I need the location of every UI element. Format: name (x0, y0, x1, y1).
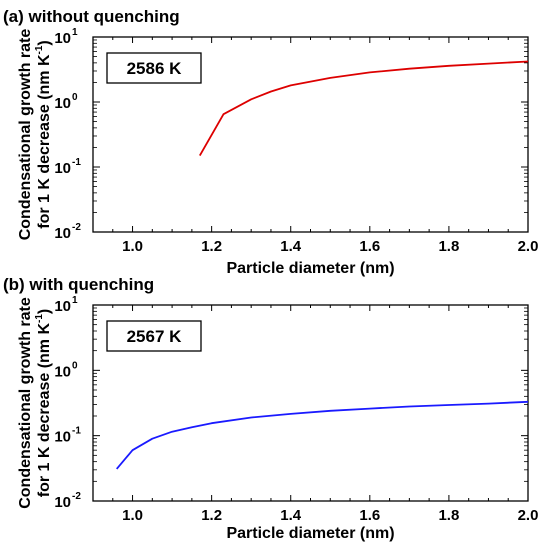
y-tick-label: 10 (54, 298, 71, 315)
x-tick-label: 2.0 (518, 507, 539, 524)
y-axis-title: Condensational growth rate for 1 K decrea… (17, 29, 53, 241)
y-tick-label: 10 (54, 363, 71, 380)
temperature-box (106, 52, 202, 84)
x-tick-label: 1.4 (280, 238, 302, 255)
series-line (199, 60, 529, 157)
y-tick-exponent: 1 (72, 295, 78, 306)
x-tick-label: 1.2 (201, 507, 222, 524)
y-tick-exponent: -1 (72, 426, 81, 437)
temperature-label: 2567 K (127, 327, 183, 346)
y-tick-exponent: 0 (72, 92, 78, 103)
y-tick-exponent: 0 (72, 360, 78, 371)
temperature-box (106, 320, 202, 352)
y-axis-title-line2: for 1 K decrease (nm K-1) (34, 40, 53, 229)
x-tick-label: 1.6 (359, 238, 380, 255)
x-tick-label: 1.0 (122, 238, 143, 255)
panel-label: (b) with quenching (3, 275, 154, 294)
y-axis-title-unit-exponent: -1 (34, 314, 45, 323)
temperature-label: 2586 K (127, 59, 183, 78)
x-tick-label: 1.8 (438, 507, 459, 524)
y-tick-exponent: -2 (72, 222, 81, 233)
y-axis-title-unit-exponent: -1 (34, 45, 45, 54)
y-axis-title-line2: for 1 K decrease (nm K-1) (34, 309, 53, 498)
y-axis-title-unit: for 1 K decrease (nm K (36, 54, 53, 229)
x-tick-label: 1.2 (201, 238, 222, 255)
y-tick-label: 10 (54, 160, 71, 177)
x-axis-title: Particle diameter (nm) (226, 525, 394, 542)
panel-label: (a) without quenching (3, 7, 180, 26)
y-axis-title-line1: Condensational growth rate (17, 297, 34, 509)
chart-panel-a: (a) without quenching 1.0 1.2 1.4 1.6 1.8 2.0 1… (3, 7, 538, 277)
y-axis-title-unit: for 1 K decrease (nm K (36, 323, 53, 498)
series-line (116, 400, 529, 470)
x-axis-title: Particle diameter (nm) (226, 260, 394, 277)
y-axis-title: Condensational growth rate for 1 K decrea… (17, 297, 53, 509)
y-axis-title-unit-close: ) (36, 309, 53, 314)
x-tick-label: 1.8 (438, 238, 459, 255)
y-axis-title-unit-close: ) (36, 40, 53, 45)
y-tick-label: 10 (54, 494, 71, 511)
x-tick-label: 2.0 (518, 238, 539, 255)
y-tick-label: 10 (54, 95, 71, 112)
x-tick-label: 1.0 (122, 507, 143, 524)
y-tick-label: 10 (54, 30, 71, 47)
y-tick-exponent: -1 (72, 157, 81, 168)
y-tick-exponent: 1 (72, 27, 78, 38)
x-tick-label: 1.6 (359, 507, 380, 524)
y-axis-title-line1: Condensational growth rate (17, 29, 34, 241)
y-tick-exponent: -2 (72, 491, 81, 502)
y-tick-label: 10 (54, 225, 71, 242)
x-tick-label: 1.4 (280, 507, 302, 524)
y-tick-label: 10 (54, 429, 71, 446)
